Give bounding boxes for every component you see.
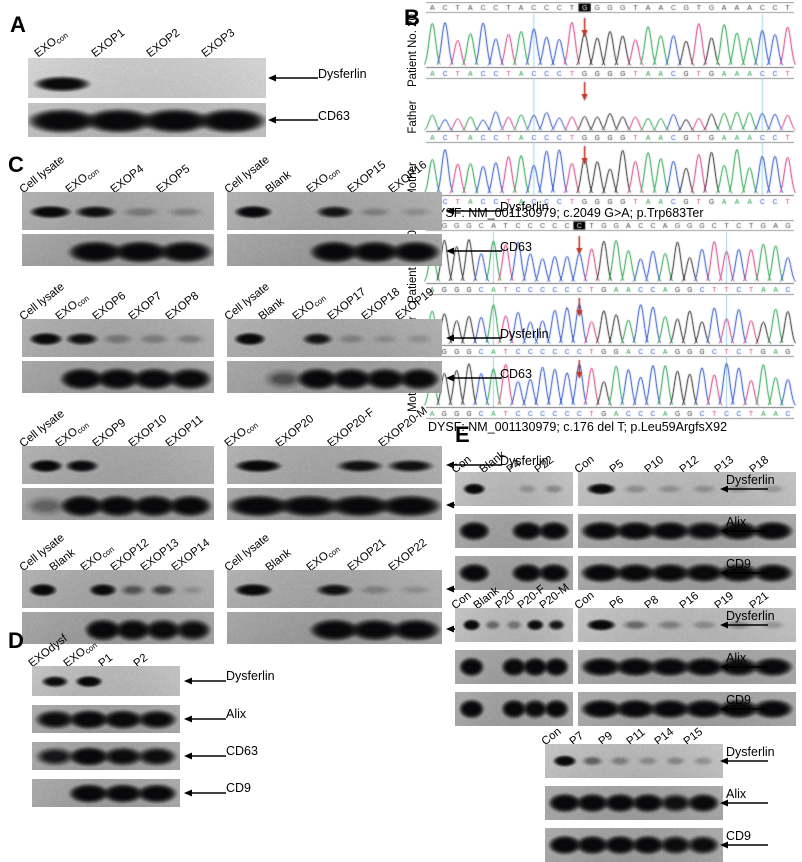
marker-arrow bbox=[184, 788, 226, 798]
marker-arrow bbox=[446, 333, 502, 343]
blot-alix bbox=[32, 705, 180, 733]
blot-dysferlin bbox=[22, 570, 214, 608]
lane-label: EXOP21 bbox=[345, 536, 389, 574]
blot-cd63 bbox=[227, 488, 442, 520]
panel-a-letter: A bbox=[10, 12, 26, 37]
marker-label-cd63: CD63 bbox=[318, 109, 350, 123]
marker-label-dysferlin: Dysferlin bbox=[726, 473, 775, 487]
marker-label-dysferlin: Dysferlin bbox=[500, 327, 549, 341]
marker-label-dysferlin: Dysferlin bbox=[726, 609, 775, 623]
blot-dysferlin bbox=[227, 570, 442, 608]
blot-cd9 bbox=[455, 692, 573, 726]
lane-label: EXOP1 bbox=[89, 26, 128, 60]
lane-label: EXOP20-F bbox=[325, 406, 377, 450]
lane-label: EXOcon bbox=[32, 30, 70, 60]
seq-row-label: Patient No. 20 bbox=[407, 14, 419, 87]
blot-dysferlin bbox=[22, 319, 214, 357]
seq-caption-bottom: DYSF: NM_001130979; c.176 del T; p.Leu59… bbox=[428, 420, 728, 434]
blot-cd9 bbox=[455, 556, 573, 590]
blot-cd9 bbox=[545, 828, 723, 862]
blot-dysferlin bbox=[227, 192, 442, 230]
lane-label: EXOP2 bbox=[144, 26, 183, 60]
lane-label: EXOP17 bbox=[325, 285, 368, 323]
marker-arrow bbox=[184, 751, 226, 761]
marker-label-dysferlin: Dysferlin bbox=[226, 669, 275, 683]
lane-label: EXOP20 bbox=[273, 412, 317, 450]
blot-alix bbox=[455, 650, 573, 684]
panel-c-letter: C bbox=[8, 152, 24, 177]
marker-label-dysferlin: Dysferlin bbox=[318, 67, 367, 81]
lane-label: Cell lysate bbox=[17, 153, 67, 196]
blot-cd9 bbox=[32, 779, 180, 807]
marker-label-cd9: CD9 bbox=[726, 557, 752, 571]
panel-b-letter: B bbox=[404, 5, 420, 30]
marker-arrow bbox=[720, 798, 768, 808]
marker-arrow bbox=[720, 568, 768, 578]
marker-label-dysferlin: Dysferlin bbox=[500, 454, 549, 468]
blot-alix bbox=[455, 514, 573, 548]
marker-arrow bbox=[184, 676, 226, 686]
blot-dysferlin bbox=[227, 446, 442, 484]
marker-label-dysferlin: Dysferlin bbox=[726, 745, 775, 759]
lane-label: Cell lysate bbox=[222, 531, 272, 574]
blot-cd63 bbox=[227, 612, 442, 644]
marker-label-cd63: CD63 bbox=[500, 367, 532, 381]
blot-dysferlin bbox=[455, 472, 573, 506]
seq-caption-top: DYSF: NM_001130979; c.2049 G>A; p.Trp683… bbox=[428, 206, 704, 220]
panel-e-letter: E bbox=[455, 422, 470, 447]
blot-cd63 bbox=[22, 361, 214, 393]
marker-label-alix: Alix bbox=[726, 787, 747, 801]
marker-arrow bbox=[720, 662, 768, 672]
marker-label-cd9: CD9 bbox=[226, 781, 252, 795]
marker-arrow bbox=[720, 620, 768, 630]
marker-label-alix: Alix bbox=[726, 515, 747, 529]
marker-label-cd9: CD9 bbox=[726, 693, 752, 707]
blot-dysferlin bbox=[32, 666, 180, 696]
lane-label: Cell lysate bbox=[222, 153, 272, 196]
chromatogram-top bbox=[424, 2, 796, 206]
chromatogram-bottom bbox=[424, 220, 796, 420]
lane-label: EXOP3 bbox=[199, 26, 238, 60]
marker-arrow bbox=[446, 246, 502, 256]
marker-arrow bbox=[446, 373, 502, 383]
marker-arrow bbox=[720, 756, 768, 766]
seq-row-label: Father bbox=[407, 100, 419, 134]
blot-dysferlin bbox=[22, 446, 214, 484]
marker-label-cd63: CD63 bbox=[226, 744, 258, 758]
marker-arrow bbox=[446, 206, 502, 216]
blot-cd63 bbox=[22, 612, 214, 644]
marker-arrow bbox=[720, 526, 768, 536]
arrow-dysferlin bbox=[268, 73, 318, 83]
marker-label-cd9: CD9 bbox=[726, 829, 752, 843]
marker-arrow bbox=[446, 460, 502, 470]
blot-alix bbox=[545, 786, 723, 820]
lane-label: EXOP20-M bbox=[376, 404, 430, 450]
blot-cd63 bbox=[22, 234, 214, 266]
marker-label-alix: Alix bbox=[226, 707, 247, 721]
lane-label: EXOP11 bbox=[163, 413, 206, 450]
arrow-cd63 bbox=[268, 115, 318, 125]
lane-label: EXOP15 bbox=[345, 158, 389, 196]
blot-dysferlin bbox=[545, 744, 723, 778]
blot-dysferlin bbox=[455, 608, 573, 642]
blot-cd63 bbox=[22, 488, 214, 520]
marker-arrow bbox=[720, 484, 768, 494]
blot-cd63 bbox=[32, 742, 180, 770]
marker-label-dysferlin: Dysferlin bbox=[500, 200, 549, 214]
blot-dysferlin bbox=[22, 192, 214, 230]
marker-arrow bbox=[720, 704, 768, 714]
blot-dysferlin bbox=[227, 319, 442, 357]
blot-cd63 bbox=[227, 234, 442, 266]
panel-d-letter: D bbox=[8, 628, 24, 653]
marker-arrow bbox=[184, 714, 226, 724]
blot-panelA-dysferlin bbox=[28, 58, 266, 98]
blot-cd63 bbox=[227, 361, 442, 393]
lane-label: EXOP22 bbox=[386, 536, 430, 574]
marker-label-alix: Alix bbox=[726, 651, 747, 665]
marker-label-cd63: CD63 bbox=[500, 240, 532, 254]
blot-panelA-cd63 bbox=[28, 103, 266, 137]
lane-label: EXOP10 bbox=[126, 412, 170, 450]
